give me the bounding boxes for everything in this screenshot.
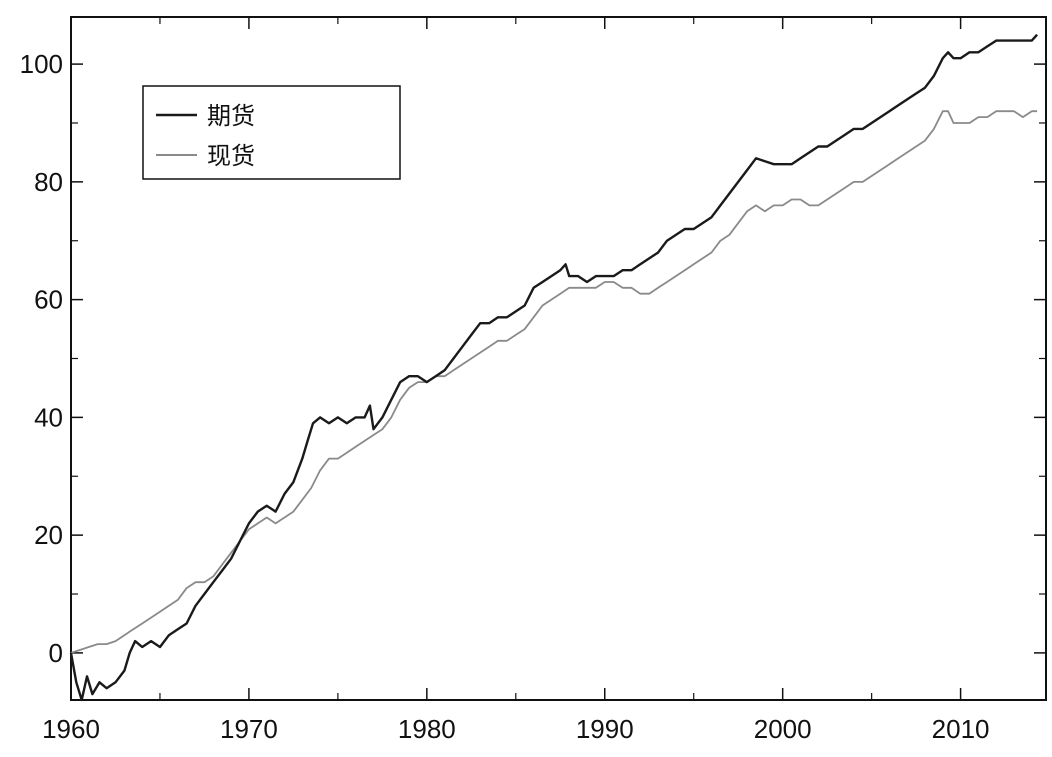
y-tick-label: 20: [34, 520, 63, 550]
x-tick-label: 1990: [576, 714, 634, 744]
series-line-futures: [69, 33, 1038, 702]
y-axis: 0 20 40 60 80 100: [20, 49, 1046, 668]
legend-label-futures: 期货: [207, 102, 255, 130]
x-tick-label: 2010: [932, 714, 990, 744]
x-tick-label: 1960: [42, 714, 100, 744]
legend-label-spot: 现货: [207, 142, 255, 170]
y-tick-label: 60: [34, 285, 63, 315]
legend: 期货 现货: [142, 85, 401, 180]
y-tick-label: 100: [20, 49, 63, 79]
x-tick-label: 2000: [754, 714, 812, 744]
series-line-spot: [70, 110, 1038, 654]
legend-box: [142, 85, 401, 180]
x-axis: 1960 1970 1980 1990 2000 2010: [42, 17, 990, 744]
x-tick-label: 1970: [220, 714, 278, 744]
y-tick-label: 0: [49, 638, 63, 668]
x-tick-label: 1980: [398, 714, 456, 744]
series-layer: [69, 33, 1038, 702]
y-tick-label: 40: [34, 402, 63, 432]
y-tick-label: 80: [34, 167, 63, 197]
